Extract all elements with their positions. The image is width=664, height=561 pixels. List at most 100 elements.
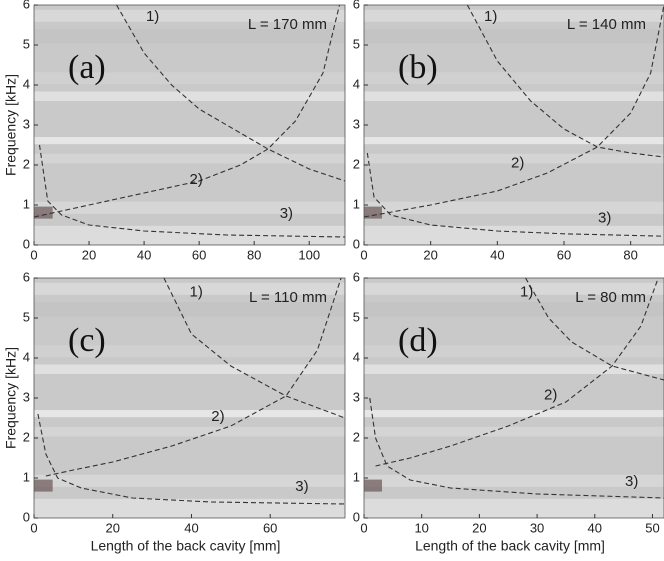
- heatmap-band: [364, 9, 664, 22]
- length-annotation: L = 110 mm: [249, 289, 327, 306]
- y-axis-label: Frequency [kHz]: [3, 347, 19, 449]
- heatmap-band: [364, 72, 664, 85]
- panel-label: (c): [68, 322, 106, 359]
- heatmap-band: [34, 498, 345, 518]
- heatmap-band: [364, 91, 664, 101]
- y-tick-label: 1: [23, 196, 30, 211]
- x-tick-label: 80: [623, 247, 637, 262]
- heatmap-dark-spot: [34, 479, 53, 492]
- heatmap-band: [34, 225, 345, 245]
- x-tick-label: 80: [247, 247, 261, 262]
- dashed-curve: [366, 152, 664, 237]
- x-tick-label: 0: [360, 520, 367, 535]
- heatmap-band: [364, 137, 664, 145]
- y-tick-label: 6: [23, 0, 30, 11]
- y-tick-label: 2: [353, 429, 360, 444]
- heatmap-band: [34, 474, 345, 487]
- curve-label: 3): [280, 205, 293, 222]
- dashed-curve: [363, 4, 664, 218]
- heatmap-band: [364, 498, 664, 518]
- x-tick-label: 20: [105, 520, 119, 535]
- heatmap-band: [34, 345, 345, 358]
- y-tick-label: 4: [23, 349, 30, 364]
- curve-label: 1): [484, 8, 497, 25]
- y-tick-label: 5: [353, 36, 360, 51]
- curve-label: 2): [544, 387, 557, 404]
- dashed-curve: [33, 4, 341, 218]
- y-tick-label: 3: [23, 116, 30, 131]
- x-tick-label: 40: [184, 520, 198, 535]
- x-axis-label: Length of the back cavity [mm]: [91, 538, 281, 554]
- heatmap-band: [364, 474, 664, 487]
- y-axis-label: Frequency [kHz]: [3, 74, 19, 176]
- curve-label: 3): [295, 478, 308, 495]
- panel-label: (d): [398, 322, 438, 359]
- y-tick-label: 6: [353, 269, 360, 284]
- y-tick-label: 3: [353, 116, 360, 131]
- x-tick-label: 40: [137, 247, 151, 262]
- dashed-curve: [525, 277, 664, 381]
- heatmap-band: [34, 72, 345, 85]
- heatmap-dark-spot: [364, 206, 382, 219]
- heatmap-band: [364, 282, 664, 295]
- y-tick-label: 4: [353, 76, 360, 91]
- x-tick-label: 0: [30, 247, 37, 262]
- curve-label: 1): [190, 283, 203, 300]
- y-tick-label: 0: [353, 509, 360, 524]
- heatmap-band: [364, 225, 664, 245]
- curve-label: 2): [511, 154, 524, 171]
- x-tick-label: 40: [490, 247, 504, 262]
- y-tick-label: 4: [353, 349, 360, 364]
- heatmap-band: [34, 137, 345, 145]
- x-tick-label: 30: [530, 520, 544, 535]
- panel-label: (b): [398, 49, 438, 86]
- heatmap-band: [364, 410, 664, 418]
- curve-label: 3): [598, 210, 611, 227]
- y-tick-label: 1: [353, 196, 360, 211]
- heatmap-band: [364, 345, 664, 358]
- heatmap-band: [34, 410, 345, 418]
- x-tick-label: 60: [192, 247, 206, 262]
- heatmap-band: [34, 426, 345, 437]
- heatmap-band: [364, 302, 664, 317]
- x-tick-label: 20: [82, 247, 96, 262]
- dashed-curve: [375, 277, 659, 467]
- y-tick-label: 0: [353, 236, 360, 251]
- length-annotation: L = 80 mm: [575, 289, 646, 306]
- heatmap-band: [364, 29, 664, 44]
- curve-label: 1): [146, 8, 159, 25]
- heatmap-band: [34, 153, 345, 164]
- y-tick-label: 3: [353, 389, 360, 404]
- heatmap-band: [34, 201, 345, 214]
- curve-label: 2): [190, 171, 203, 188]
- x-tick-label: 100: [298, 247, 320, 262]
- heatmap-dark-spot: [364, 479, 382, 492]
- heatmap-band: [34, 282, 345, 295]
- length-annotation: L = 140 mm: [567, 16, 646, 33]
- heatmap-band: [364, 201, 664, 214]
- x-tick-label: 60: [263, 520, 277, 535]
- y-tick-label: 5: [23, 36, 30, 51]
- heatmap-band: [34, 91, 345, 101]
- y-tick-label: 0: [23, 236, 30, 251]
- length-annotation: L = 170 mm: [248, 16, 327, 33]
- dashed-curve: [163, 277, 346, 419]
- x-tick-label: 20: [472, 520, 486, 535]
- curve-label: 2): [211, 408, 224, 425]
- heatmap-band: [34, 364, 345, 374]
- x-tick-label: 60: [557, 247, 571, 262]
- x-tick-label: 50: [645, 520, 659, 535]
- y-tick-label: 6: [23, 269, 30, 284]
- y-tick-label: 2: [23, 156, 30, 171]
- curve-label: 3): [625, 473, 638, 490]
- heatmap-band: [364, 364, 664, 374]
- panel-label: (a): [68, 49, 106, 86]
- y-tick-label: 2: [353, 156, 360, 171]
- dashed-curve: [116, 4, 346, 182]
- x-tick-label: 0: [360, 247, 367, 262]
- heatmap-band: [364, 426, 664, 437]
